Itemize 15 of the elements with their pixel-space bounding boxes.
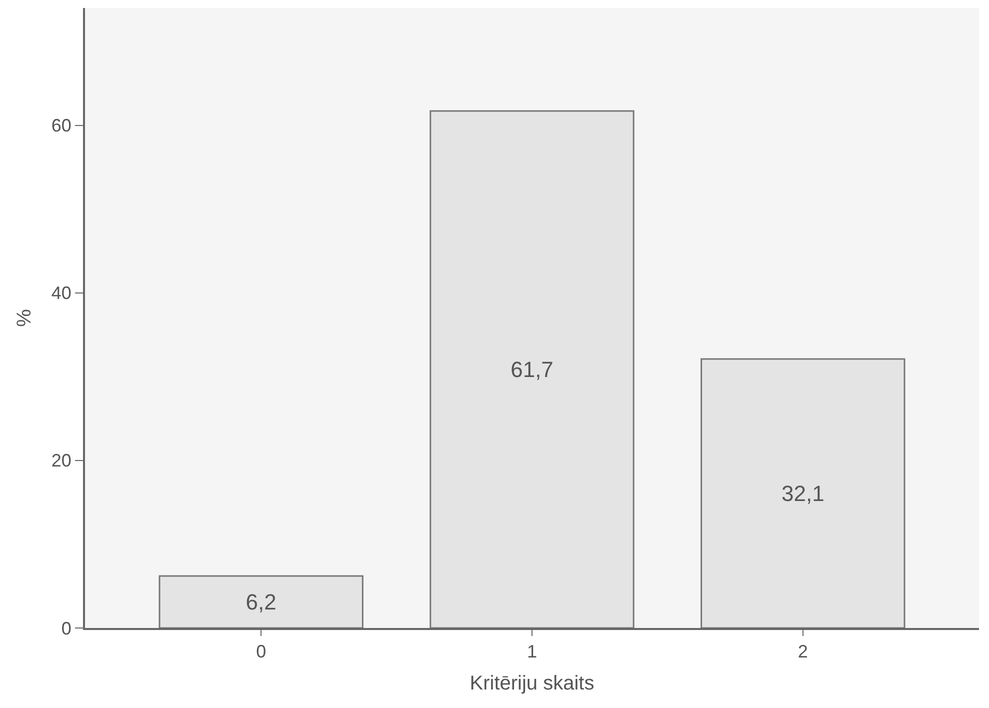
y-tick-label: 0	[61, 618, 72, 638]
y-axis-title: %	[13, 308, 36, 327]
y-tick-label: 60	[51, 116, 72, 136]
y-tick-label: 20	[51, 450, 72, 471]
x-axis-title: Kritēriju skaits	[470, 672, 594, 695]
x-tick-label: 2	[798, 642, 808, 662]
bar	[430, 110, 634, 628]
bar	[158, 575, 364, 628]
x-tick-label: 1	[526, 642, 538, 662]
bar	[700, 358, 906, 628]
x-tick-label: 0	[256, 642, 266, 662]
y-tick-label: 40	[51, 283, 72, 304]
data-label: 6,2	[246, 590, 276, 615]
data-label: 61,7	[510, 357, 554, 382]
data-label: 32,1	[781, 481, 824, 506]
